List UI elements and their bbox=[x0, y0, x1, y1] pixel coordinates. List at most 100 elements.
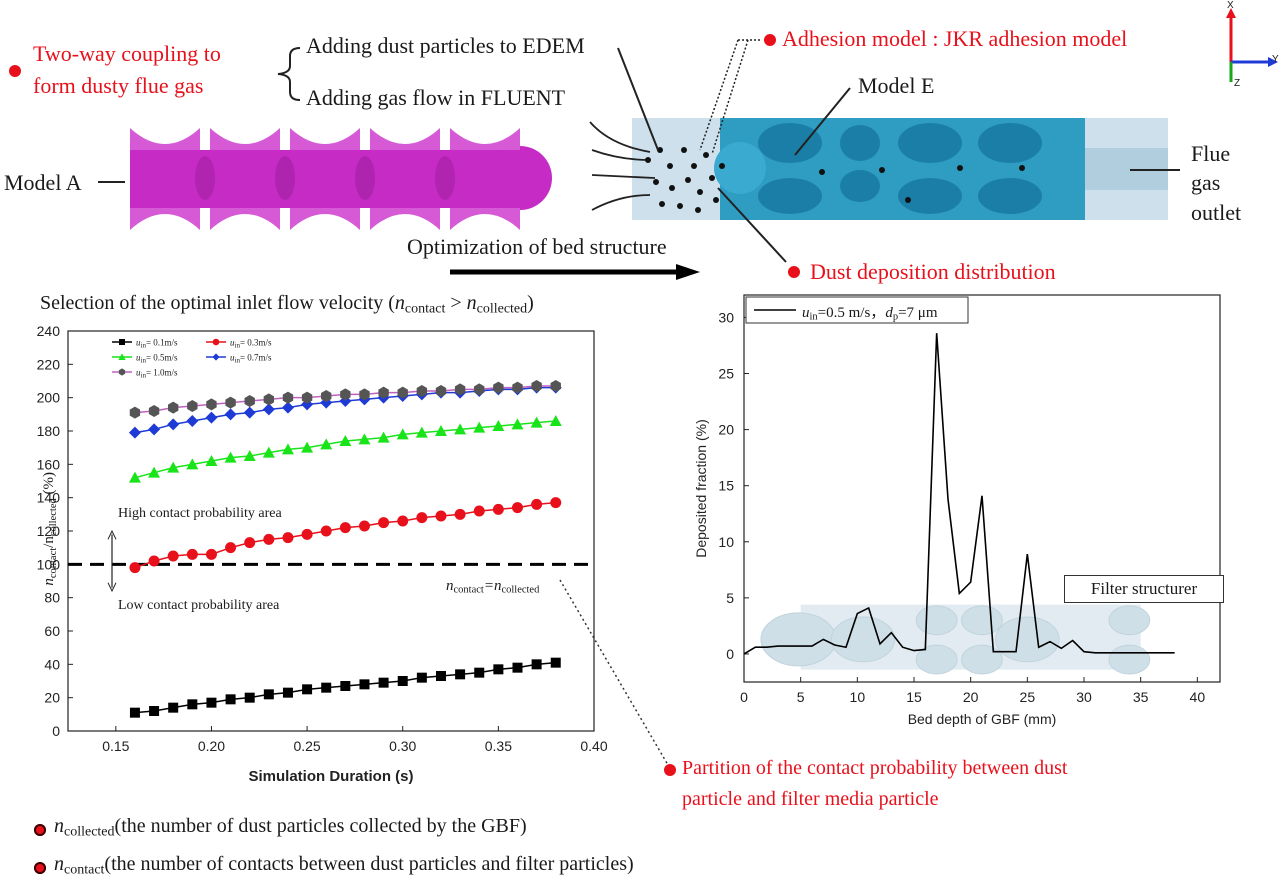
data-point-hexagon bbox=[378, 386, 389, 399]
data-point-square bbox=[378, 677, 389, 688]
dust-deposition-label: Dust deposition distribution bbox=[810, 259, 1056, 284]
data-point-triangle bbox=[262, 446, 275, 458]
data-point-circle bbox=[416, 512, 428, 524]
data-point-triangle bbox=[396, 428, 409, 440]
eq-mid: =n bbox=[483, 578, 502, 594]
note-n1: n bbox=[54, 815, 64, 837]
data-point-hexagon bbox=[244, 395, 255, 407]
data-point-square bbox=[282, 687, 293, 698]
gas-flow-lines bbox=[589, 121, 656, 211]
adhesion-label: Adhesion model : JKR adhesion model bbox=[782, 26, 1128, 51]
x-tick-label: 20 bbox=[963, 689, 979, 705]
model-e-pointer bbox=[794, 87, 851, 156]
left-title-suffix: ) bbox=[527, 292, 534, 314]
data-point-square bbox=[244, 692, 255, 703]
y-tick-label: 25 bbox=[718, 366, 734, 382]
legend-label: uin= 0.1m/s bbox=[136, 338, 178, 350]
data-point-triangle bbox=[339, 435, 352, 446]
high-contact-area-label: High contact probability area bbox=[118, 506, 282, 521]
legend-label: uin= 0.5m/s bbox=[136, 353, 178, 365]
legend-label: uin= 0.3m/s bbox=[230, 338, 272, 350]
legend-u: u bbox=[802, 305, 810, 321]
bullet-dot bbox=[788, 266, 800, 278]
x-tick-label: 0.20 bbox=[198, 738, 225, 754]
y-axis-label: Deposited fraction (%) bbox=[693, 419, 709, 558]
data-point-hexagon bbox=[359, 388, 370, 401]
data-point-diamond bbox=[186, 415, 199, 427]
x-tick-label: 30 bbox=[1076, 689, 1092, 705]
data-point-circle bbox=[167, 550, 179, 562]
equality-label: ncontact=ncollected bbox=[446, 578, 539, 596]
x-tick-label: 5 bbox=[797, 689, 805, 705]
data-point-triangle bbox=[243, 450, 256, 461]
x-tick-label: 0.15 bbox=[102, 738, 129, 754]
data-point-diamond bbox=[205, 411, 218, 424]
x-tick-label: 0.25 bbox=[293, 738, 320, 754]
data-point-circle bbox=[186, 548, 198, 560]
filter-structurer-label: Filter structurer bbox=[1090, 579, 1198, 598]
y-tick-label: 220 bbox=[37, 356, 61, 372]
data-point-triangle bbox=[118, 353, 126, 360]
data-point-diamond bbox=[212, 353, 220, 361]
data-point-triangle bbox=[320, 438, 333, 450]
contact-note: ncontact(the number of contacts between … bbox=[54, 853, 634, 879]
left-title-contact: contact bbox=[404, 301, 446, 317]
deposition-pointer bbox=[717, 187, 787, 263]
y-tick-label: 120 bbox=[37, 523, 61, 539]
data-point-hexagon bbox=[263, 393, 275, 406]
filter-particle bbox=[1108, 605, 1151, 636]
filter-structure-pictogram bbox=[760, 604, 1151, 675]
area-arrow-head-up bbox=[107, 529, 117, 540]
data-point-circle bbox=[301, 528, 313, 540]
data-point-square bbox=[225, 694, 236, 705]
note-collected-sub: collected bbox=[64, 824, 115, 840]
data-point-hexagon bbox=[301, 391, 313, 404]
data-point-circle bbox=[129, 562, 141, 574]
y-tick-label: 0 bbox=[52, 723, 60, 739]
left-chart-title: Selection of the optimal inlet flow velo… bbox=[40, 292, 534, 318]
data-point-hexagon bbox=[225, 396, 236, 409]
bullet-dot bbox=[764, 34, 776, 46]
y-tick-label: 200 bbox=[37, 390, 61, 406]
fluent-label: Adding gas flow in FLUENT bbox=[306, 85, 566, 110]
legend-in: in bbox=[809, 311, 818, 323]
y-tick-label: 20 bbox=[44, 690, 60, 706]
data-point-circle bbox=[212, 338, 220, 346]
data-point-hexagon bbox=[454, 383, 466, 396]
data-point-square bbox=[340, 681, 351, 691]
data-point-hexagon bbox=[416, 385, 428, 397]
data-point-square bbox=[263, 689, 274, 700]
data-point-hexagon bbox=[474, 383, 485, 396]
legend: uin= 0.1m/s uin= 0.3m/s uin= 0.5m/s uin= 0.… bbox=[112, 338, 272, 380]
y-tick-label: 140 bbox=[37, 490, 61, 506]
y-tick-label: 100 bbox=[37, 556, 61, 572]
bullet-dot bbox=[664, 764, 676, 776]
data-point-square bbox=[493, 664, 504, 675]
data-point-triangle bbox=[224, 451, 237, 463]
series-line bbox=[743, 333, 1175, 655]
x-tick-label: 0 bbox=[740, 689, 748, 705]
data-point-hexagon bbox=[321, 390, 332, 402]
data-point-hexagon bbox=[435, 385, 447, 397]
data-point-diamond bbox=[262, 403, 275, 416]
data-point-square bbox=[474, 667, 485, 678]
data-point-circle bbox=[378, 517, 390, 529]
low-contact-area-label: Low contact probability area bbox=[118, 598, 280, 613]
filter-particle bbox=[915, 644, 958, 675]
legend-p: p bbox=[892, 311, 899, 323]
left-title-n2: n bbox=[466, 292, 477, 314]
y-tick-label: 10 bbox=[718, 534, 734, 550]
edem-pointer bbox=[617, 47, 659, 151]
y-tick-label: 5 bbox=[726, 590, 734, 606]
data-point-triangle bbox=[454, 423, 467, 435]
y-tick-label: 60 bbox=[44, 623, 60, 639]
data-point-circle bbox=[339, 522, 351, 534]
data-point-triangle bbox=[492, 420, 505, 431]
bullet-dot bbox=[34, 862, 46, 874]
bullet-dot bbox=[34, 824, 46, 836]
axis-x-label: X bbox=[1227, 0, 1234, 11]
data-point-hexagon bbox=[187, 400, 198, 412]
left-title-gt: > bbox=[445, 292, 467, 314]
data-point-circle bbox=[531, 498, 543, 510]
